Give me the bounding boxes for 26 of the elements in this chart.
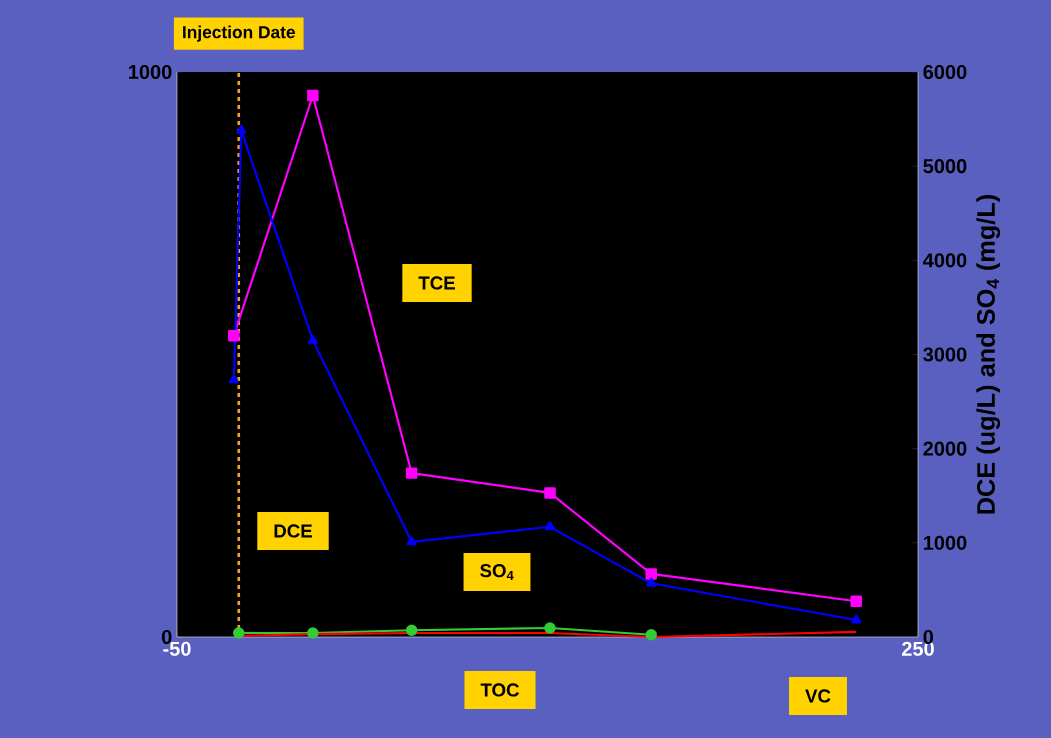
point (307, 89, 319, 102)
ref-line-label: Injection Date (183, 25, 295, 42)
annotation: DCE (274, 524, 312, 538)
annotation: TCE (418, 276, 455, 290)
point (405, 467, 418, 479)
point (236, 124, 247, 134)
y2-tick-label: 5000 (923, 159, 967, 174)
point (851, 614, 862, 624)
point (645, 568, 657, 580)
text: VC (805, 689, 831, 703)
text: TOC (480, 683, 520, 697)
y2-tick-label: 4000 (923, 253, 967, 268)
y2-axis-title: DCE (ug/L) and SO$_{4}$ (mg/L) (976, 194, 1001, 514)
annotation: SO$_{4}$ (480, 564, 514, 580)
point (228, 329, 240, 342)
y2-tick-label: 2000 (923, 441, 967, 456)
y2-tick-label: 3000 (923, 347, 967, 362)
point (307, 334, 318, 344)
point (406, 536, 417, 546)
point (646, 577, 657, 587)
point (544, 487, 556, 499)
point (544, 521, 556, 531)
point (228, 374, 239, 384)
y2-tick-label: 1000 (923, 535, 967, 550)
point (850, 595, 862, 607)
y2-tick-label: 6000 (923, 64, 967, 80)
